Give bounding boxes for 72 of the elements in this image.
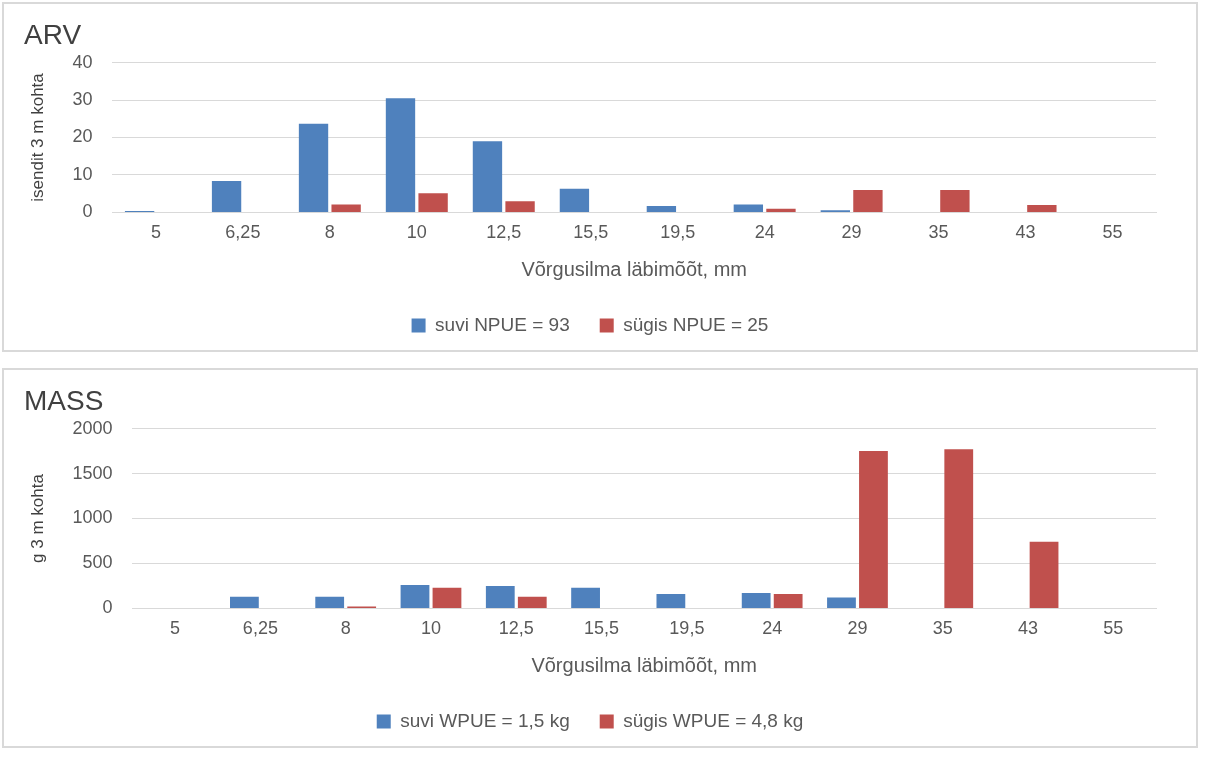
- x-tick-label: 19,5: [669, 618, 705, 639]
- bar: [766, 208, 796, 212]
- x-tick-label: 8: [340, 618, 351, 639]
- x-tick-label: 19,5: [660, 222, 696, 243]
- y-tick-label: 2000: [72, 417, 113, 438]
- y-tick-label: 1500: [72, 462, 113, 483]
- x-tick-label: 24: [762, 618, 783, 639]
- y-tick-label: 20: [72, 126, 93, 147]
- legend-label: sügis WPUE = 4,8 kg: [623, 709, 804, 731]
- legend-label: suvi WPUE = 1,5 kg: [400, 709, 570, 731]
- y-tick-label: 30: [72, 89, 93, 110]
- bar: [432, 587, 462, 608]
- bar: [385, 98, 416, 212]
- legend-label: suvi NPUE = 93: [435, 313, 570, 335]
- y-axis-title: g 3 m kohta: [27, 473, 47, 563]
- bar: [400, 585, 430, 608]
- legend-label: sügis NPUE = 25: [623, 313, 769, 335]
- bar: [773, 594, 803, 608]
- bar: [944, 449, 974, 608]
- bar: [211, 180, 242, 212]
- bar: [505, 201, 535, 212]
- x-tick-label: 15,5: [584, 618, 620, 639]
- bar: [331, 204, 361, 212]
- bar: [827, 597, 856, 608]
- chart-title: MASS: [24, 384, 104, 416]
- y-axis-title: isendit 3 m kohta: [27, 72, 47, 202]
- bar: [315, 596, 345, 608]
- bar: [472, 141, 503, 212]
- x-tick-label: 5: [170, 618, 181, 639]
- bar: [646, 206, 677, 212]
- bar: [418, 193, 448, 212]
- bar: [517, 596, 547, 608]
- bar: [298, 123, 329, 212]
- x-tick-label: 10: [406, 222, 427, 243]
- x-tick-label: 55: [1102, 222, 1123, 243]
- bar: [559, 188, 590, 212]
- x-tick-label: 5: [150, 222, 161, 243]
- bar: [230, 596, 259, 608]
- bar: [733, 204, 764, 212]
- x-axis-title: Võrgusilma läbimõõt, mm: [531, 653, 758, 676]
- bar: [485, 585, 515, 608]
- y-tick-label: 1000: [72, 507, 113, 528]
- x-tick-label: 10: [420, 618, 441, 639]
- y-tick-label: 40: [72, 51, 93, 72]
- x-tick-label: 35: [932, 618, 953, 639]
- x-tick-label: 43: [1018, 618, 1039, 639]
- bar: [571, 587, 600, 608]
- x-tick-label: 29: [841, 222, 862, 243]
- x-tick-label: 43: [1015, 222, 1036, 243]
- bar: [1027, 204, 1057, 212]
- x-tick-label: 12,5: [498, 618, 534, 639]
- x-tick-label: 24: [754, 222, 775, 243]
- bar: [859, 451, 888, 608]
- x-tick-label: 15,5: [573, 222, 609, 243]
- y-tick-label: 0: [82, 201, 93, 222]
- x-tick-label: 8: [324, 222, 335, 243]
- x-tick-label: 6,25: [242, 618, 278, 639]
- chart-title: ARV: [24, 18, 82, 50]
- x-tick-label: 35: [928, 222, 949, 243]
- bar: [656, 594, 686, 608]
- bar: [1029, 541, 1059, 608]
- bar: [853, 189, 883, 212]
- x-tick-label: 55: [1103, 618, 1124, 639]
- x-tick-label: 6,25: [225, 222, 261, 243]
- x-tick-label: 12,5: [486, 222, 522, 243]
- bar: [940, 189, 970, 212]
- x-tick-label: 29: [847, 618, 868, 639]
- y-tick-label: 0: [102, 597, 113, 618]
- x-axis-title: Võrgusilma läbimõõt, mm: [521, 257, 748, 280]
- bar: [741, 593, 771, 608]
- y-tick-label: 500: [82, 552, 113, 573]
- y-tick-label: 10: [72, 163, 93, 184]
